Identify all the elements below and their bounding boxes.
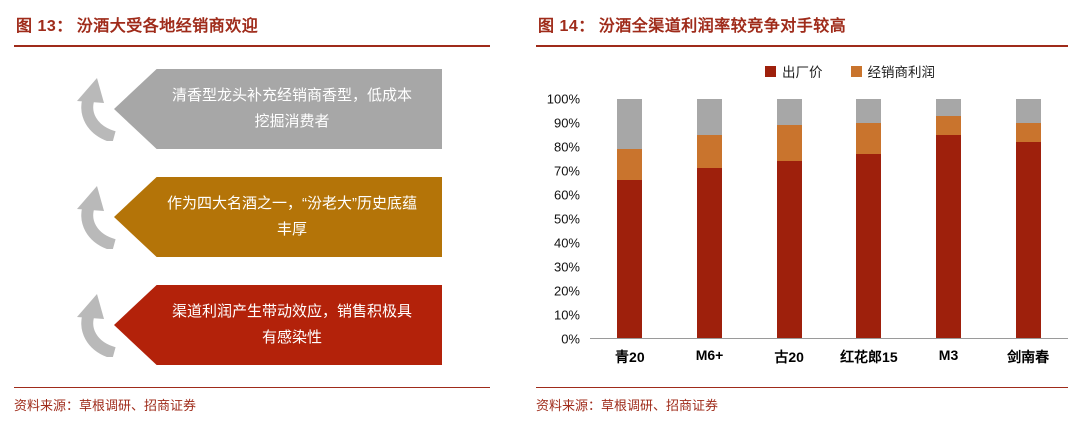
bar-stack (856, 99, 882, 338)
legend-label: 经销商利润 (867, 65, 936, 80)
bar-segment (776, 99, 802, 126)
figure-14-source: 资料来源：草根调研、招商证券 (536, 387, 1068, 414)
bar-segment (856, 122, 882, 154)
bar-segment (697, 168, 722, 338)
y-tick-label: 50% (553, 211, 580, 227)
bar-stack (617, 99, 643, 338)
banner-row-2: 作为四大名酒之一，“汾老大”历史底蕴丰厚 (74, 177, 442, 257)
y-tick-label: 100% (546, 91, 580, 107)
bar-segment (936, 99, 962, 116)
bar-column-2: M6+ (670, 99, 750, 363)
bar-stack (1015, 99, 1041, 338)
curved-arrow-up-icon (74, 185, 120, 251)
banner-text: 渠道利润产生带动效应，销售积极具有感染性 (171, 302, 412, 346)
bar-stack (936, 99, 962, 338)
banner-list: 清香型龙头补充经销商香型，低成本挖掘消费者 作为四大名酒之一，“汾老大”历史底蕴… (74, 69, 442, 365)
legend-swatch-orange (850, 65, 862, 77)
figure-13-number: 图 13： (16, 18, 73, 35)
bar-stack (776, 99, 802, 338)
plot-area: 青20 M6+ 古20 红花郎15 M3 剑南春 (590, 99, 1068, 365)
figure-14-title: 图 14： 汾酒全渠道利润率较竞争对手较高 (536, 8, 1068, 47)
category-label: 红花郎15 (840, 349, 898, 365)
bar-segment (1015, 122, 1041, 143)
legend-swatch-red (765, 65, 776, 77)
bar-segment (856, 153, 882, 338)
y-tick-label: 0% (561, 331, 580, 347)
figure-14-title-text: 汾酒全渠道利润率较竞争对手较高 (598, 18, 847, 35)
bar-segment (776, 161, 802, 338)
y-tick-label: 70% (553, 163, 580, 179)
bar-segment (856, 99, 882, 123)
y-tick-label: 80% (553, 139, 580, 155)
y-tick-label: 20% (553, 283, 580, 299)
y-tick-label: 40% (553, 235, 580, 251)
banner-shape-orange: 作为四大名酒之一，“汾老大”历史底蕴丰厚 (114, 177, 442, 257)
bar-column-5: M3 (909, 99, 989, 363)
bar-segment (936, 134, 962, 338)
banner-text: 清香型龙头补充经销商香型，低成本挖掘消费者 (171, 86, 412, 130)
bar-segment (697, 99, 722, 135)
bar-segment (1015, 142, 1041, 338)
chart-legend: 出厂价 经销商利润 (536, 61, 1068, 81)
bar-segment (776, 125, 802, 162)
curved-arrow-up-icon (74, 77, 120, 143)
bar-segment (1015, 99, 1041, 123)
banner-shape-gray: 清香型龙头补充经销商香型，低成本挖掘消费者 (114, 69, 442, 149)
category-label: 剑南春 (1007, 349, 1050, 365)
legend-item-dealer-profit: 经销商利润 (850, 61, 936, 81)
stacked-bar-chart: 100% 90% 80% 70% 60% 50% 40% 30% 20% 10% 0% 青20 M6+… (536, 92, 1068, 365)
category-label: M3 (938, 347, 959, 363)
bar-column-3: 古20 (749, 99, 829, 365)
banner-row-1: 清香型龙头补充经销商香型，低成本挖掘消费者 (74, 69, 442, 149)
bar-segment (936, 115, 962, 135)
category-label: M6+ (695, 347, 724, 363)
category-label: 青20 (615, 349, 645, 365)
banner-shape-red: 渠道利润产生带动效应，销售积极具有感染性 (114, 285, 442, 365)
figure-13-title-text: 汾酒大受各地经销商欢迎 (76, 18, 259, 35)
figure-14-panel: 图 14： 汾酒全渠道利润率较竞争对手较高 出厂价 经销商利润 100% 90% 80… (536, 8, 1068, 414)
y-tick-label: 30% (553, 259, 580, 275)
bar-column-1: 青20 (590, 99, 670, 365)
bar-stack (697, 99, 722, 338)
y-axis: 100% 90% 80% 70% 60% 50% 40% 30% 20% 10% 0% (536, 92, 590, 347)
legend-item-factory-price: 出厂价 (765, 61, 823, 81)
y-tick-label: 10% (553, 307, 580, 323)
bar-segment (617, 180, 643, 338)
figure-13-panel: 图 13： 汾酒大受各地经销商欢迎 清香型龙头补充经销商香型，低成本挖掘消费者 (14, 8, 490, 414)
y-tick-label: 60% (553, 187, 580, 203)
bar-column-6: 剑南春 (988, 99, 1068, 365)
bar-column-4: 红花郎15 (829, 99, 909, 365)
curved-arrow-up-icon (74, 293, 120, 359)
banner-text: 作为四大名酒之一，“汾老大”历史底蕴丰厚 (167, 194, 417, 238)
figure-13-title: 图 13： 汾酒大受各地经销商欢迎 (14, 8, 490, 47)
bar-segment (617, 99, 643, 150)
y-tick-label: 90% (553, 115, 580, 131)
figure-14-number: 图 14： (538, 18, 595, 35)
legend-label: 出厂价 (782, 65, 823, 80)
figure-13-source: 资料来源：草根调研、招商证券 (14, 387, 490, 414)
bar-segment (697, 134, 722, 169)
bar-segment (617, 149, 643, 181)
banner-row-3: 渠道利润产生带动效应，销售积极具有感染性 (74, 285, 442, 365)
category-label: 古20 (774, 349, 804, 365)
